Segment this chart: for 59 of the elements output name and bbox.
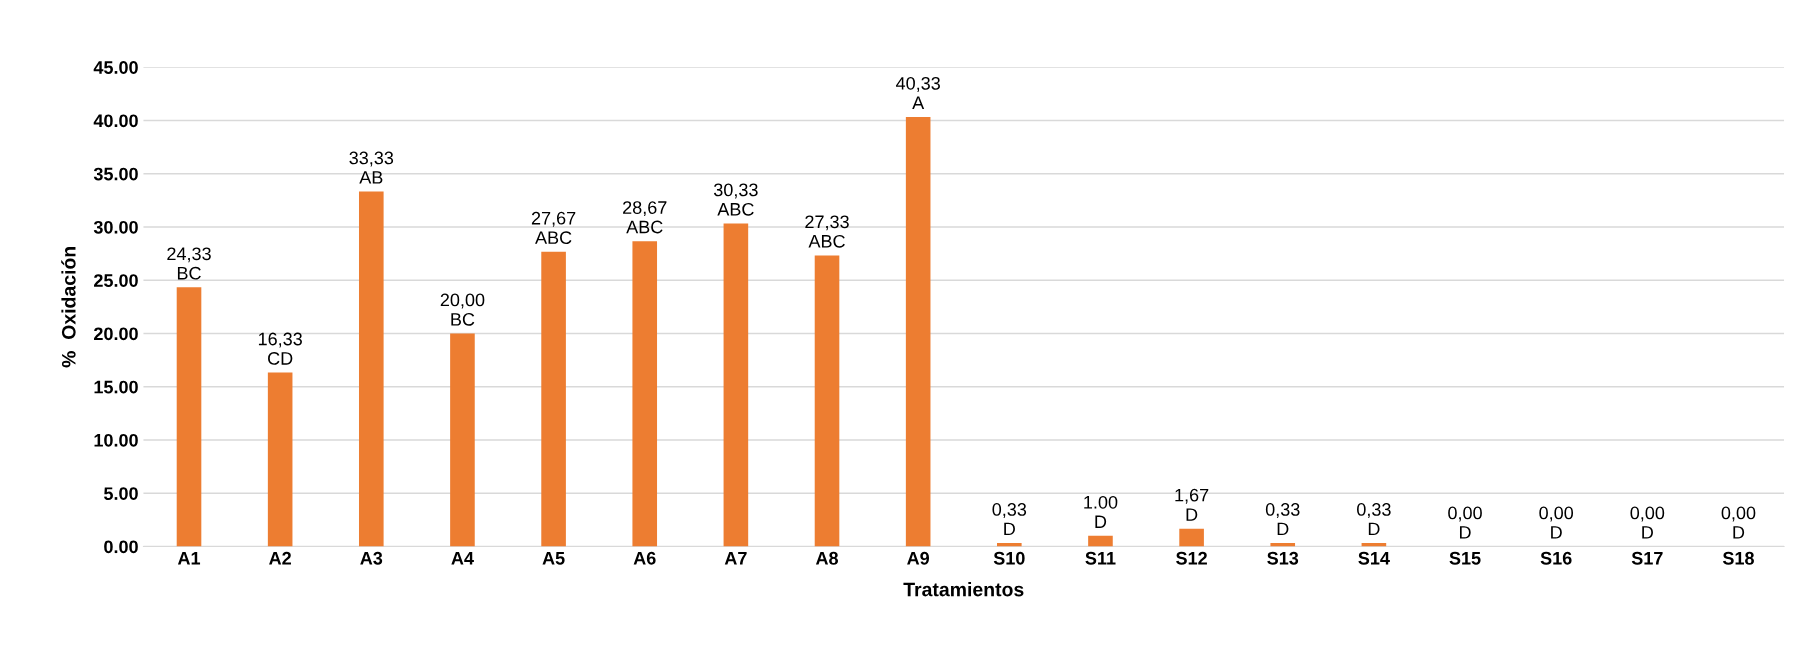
- x-tick-label: A8: [815, 551, 839, 565]
- x-tick-label: S13: [1267, 551, 1299, 565]
- data-label: 0,33 D: [1357, 503, 1391, 536]
- x-tick-label: S10: [993, 551, 1025, 565]
- data-label: 1.00 D: [1084, 495, 1118, 528]
- x-tick-label: S17: [1631, 551, 1663, 565]
- data-label: 27,33 ABC: [805, 215, 849, 248]
- data-label: 33,33 AB: [349, 151, 394, 184]
- x-tick-label: A3: [360, 551, 383, 565]
- data-label: 24,33 BC: [167, 247, 211, 280]
- x-tick-label: A4: [451, 552, 474, 565]
- y-tick-label: 5.00: [104, 487, 138, 500]
- data-label: 0,33 D: [992, 503, 1027, 536]
- x-tick-label: S12: [1176, 551, 1207, 565]
- x-tick-label: S11: [1085, 551, 1116, 565]
- x-tick-label: S16: [1540, 551, 1572, 565]
- x-tick-label: A5: [542, 552, 565, 565]
- x-tick-label: A6: [633, 551, 656, 565]
- x-tick-label: S18: [1722, 551, 1754, 565]
- y-tick-label: 25.00: [94, 274, 138, 287]
- data-label: 20,00 BC: [440, 293, 485, 326]
- bar: [814, 255, 840, 547]
- y-tick-label: 35.00: [93, 167, 138, 181]
- data-label: 16,33 CD: [258, 332, 302, 365]
- y-tick-label: 15.00: [94, 380, 138, 394]
- bar: [267, 372, 293, 547]
- data-label: 1,67 D: [1175, 488, 1209, 521]
- data-label: 40,33 A: [895, 76, 940, 110]
- data-label: 27,67 ABC: [531, 211, 576, 245]
- data-label: 0,00 D: [1721, 506, 1756, 539]
- data-label: 0,00 D: [1539, 506, 1574, 539]
- x-tick-label: A2: [269, 551, 291, 565]
- bar: [541, 251, 566, 547]
- data-label: 28,67 ABC: [623, 201, 667, 234]
- bar: [450, 333, 475, 547]
- x-tick-label: S15: [1449, 551, 1481, 565]
- y-axis-title: % Oxidación: [61, 247, 76, 368]
- x-tick-label: A1: [177, 552, 201, 565]
- data-label: 0,00 D: [1630, 506, 1665, 539]
- x-axis-title: Tratamientos: [903, 582, 1024, 597]
- y-tick-label: 30.00: [93, 220, 138, 234]
- bar: [1179, 528, 1204, 547]
- bar: [1088, 535, 1113, 547]
- x-tick-label: S14: [1358, 551, 1390, 565]
- data-label: 0,33 D: [1265, 503, 1300, 536]
- bar: [905, 116, 931, 547]
- bar: [723, 223, 749, 547]
- y-tick-label: 10.00: [94, 433, 138, 447]
- y-tick-label: 40.00: [93, 114, 138, 128]
- x-tick-label: A7: [724, 552, 747, 565]
- bar: [176, 287, 202, 547]
- y-tick-label: 20.00: [94, 327, 138, 341]
- data-label: 0,00 D: [1448, 506, 1482, 539]
- bar: [359, 191, 384, 547]
- y-tick-label: 0.00: [104, 540, 138, 554]
- bar: [632, 241, 658, 547]
- x-tick-label: A9: [907, 551, 930, 565]
- data-label: 30,33 ABC: [713, 183, 758, 216]
- y-tick-label: 45.00: [93, 61, 138, 74]
